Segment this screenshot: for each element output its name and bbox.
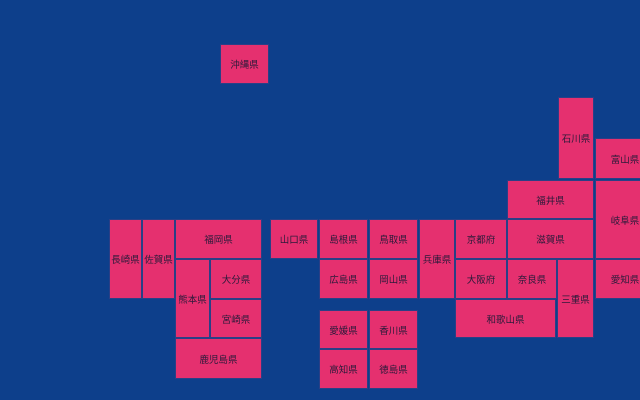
prefecture-tile[interactable]: 福井県 <box>507 180 594 219</box>
prefecture-tile[interactable]: 和歌山県 <box>455 299 556 338</box>
prefecture-tile[interactable]: 沖縄県 <box>220 44 269 84</box>
prefecture-tile[interactable]: 愛知県 <box>595 259 640 299</box>
prefecture-tile[interactable]: 滋賀県 <box>507 219 594 259</box>
prefecture-tile[interactable]: 山口県 <box>270 219 318 259</box>
prefecture-tile[interactable]: 徳島県 <box>369 349 418 389</box>
prefecture-tile[interactable]: 岐阜県 <box>595 180 640 259</box>
prefecture-tile[interactable]: 三重県 <box>557 259 594 338</box>
prefecture-tile[interactable]: 奈良県 <box>507 259 557 299</box>
prefecture-tile[interactable]: 鹿児島県 <box>175 338 262 379</box>
prefecture-tile[interactable]: 福岡県 <box>175 219 262 259</box>
prefecture-tile[interactable]: 兵庫県 <box>419 219 455 299</box>
prefecture-tile[interactable]: 宮崎県 <box>210 299 262 338</box>
prefecture-tile[interactable]: 大阪府 <box>455 259 507 299</box>
prefecture-tile[interactable]: 高知県 <box>319 349 368 389</box>
prefecture-tile[interactable]: 石川県 <box>558 97 594 179</box>
prefecture-tile[interactable]: 熊本県 <box>175 259 210 338</box>
prefecture-tile[interactable]: 富山県 <box>595 138 640 179</box>
prefecture-tile[interactable]: 佐賀県 <box>142 219 175 299</box>
prefecture-tile[interactable]: 鳥取県 <box>369 219 418 259</box>
prefecture-tile[interactable]: 香川県 <box>369 310 418 349</box>
prefecture-tile[interactable]: 岡山県 <box>369 259 418 299</box>
prefecture-tile[interactable]: 長崎県 <box>109 219 142 299</box>
prefecture-tile[interactable]: 広島県 <box>319 259 368 299</box>
prefecture-tile[interactable]: 大分県 <box>210 259 262 299</box>
prefecture-tile[interactable]: 京都府 <box>455 219 507 259</box>
prefecture-tile[interactable]: 島根県 <box>319 219 368 259</box>
prefecture-tile[interactable]: 愛媛県 <box>319 310 368 349</box>
